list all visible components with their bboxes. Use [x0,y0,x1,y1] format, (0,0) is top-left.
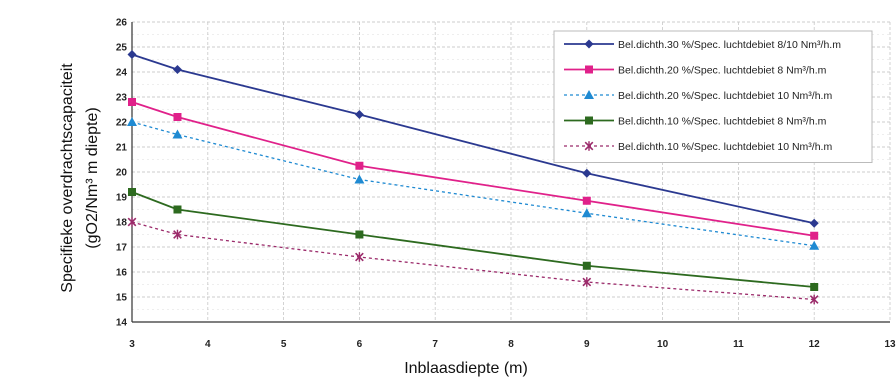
legend-item: Bel.dichth.30 %/Spec. luchtdebiet 8/10 N… [564,39,841,51]
series-3 [127,117,820,250]
data-point [173,229,182,240]
data-point [127,50,137,59]
legend-label: Bel.dichth.20 %/Spec. luchtdebiet 8 Nm³/… [618,65,827,77]
y-axis-label-line-2: (gO2/Nm³ m diepte) [84,107,101,248]
x-tick-label: 8 [508,339,514,350]
y-axis-label-line-1: Specifieke overdrachtscapaciteit [59,63,76,293]
data-point [128,188,136,196]
data-point [809,240,820,250]
legend-box [553,30,873,163]
x-tick-labels: 3 4 5 6 7 8 9 10 11 12 13 [129,339,896,350]
y-tick-label: 20 [116,168,128,179]
data-point [809,294,819,305]
data-point [581,208,592,218]
data-point [809,218,819,228]
data-point [582,261,591,270]
x-tick-label: 5 [281,339,287,350]
legend-item: Bel.dichth.20 %/Spec. luchtdebiet 8 Nm³/… [564,65,827,77]
y-tick-label: 26 [116,18,128,29]
data-point [127,117,137,126]
legend-item: Bel.dichth.10 %/Spec. luchtdebiet 8 Nm³/… [564,116,827,128]
y-tick-label: 18 [116,218,128,229]
legend: Bel.dichth.30 %/Spec. luchtdebiet 8/10 N… [553,30,873,163]
data-point [355,161,364,170]
data-point [355,230,364,239]
data-point [173,113,182,121]
x-tick-label: 11 [733,339,744,350]
legend-swatch-marker [584,141,594,151]
y-tick-label: 14 [116,318,128,329]
data-point [582,196,591,205]
x-tick-label: 6 [357,339,363,350]
data-point [354,174,365,184]
data-point [127,217,137,227]
y-tick-label: 23 [116,93,128,104]
data-point [128,98,136,106]
y-tick-label: 24 [116,68,128,79]
y-tick-label: 22 [116,118,128,129]
legend-swatch-marker [584,90,594,99]
x-axis-label: Inblaasdiepte (m) [404,360,528,377]
data-point [810,283,819,291]
y-tick-label: 15 [116,293,128,304]
y-tick-label: 19 [116,193,128,204]
y-tick-label: 17 [116,243,128,254]
y-tick-label: 25 [116,43,128,54]
axes [131,22,890,323]
data-point [172,65,182,74]
y-tick-label: 21 [116,143,128,154]
data-point [172,129,183,139]
x-tick-label: 13 [884,339,896,350]
x-tick-label: 10 [657,339,669,350]
series-5 [127,217,819,305]
legend-item: Bel.dichth.10 %/Spec. luchtdebiet 10 Nm³… [564,141,832,153]
data-point [582,277,592,287]
data-point [810,231,819,240]
legend-label: Bel.dichth.10 %/Spec. luchtdebiet 10 Nm³… [618,141,832,153]
data-point [582,168,592,178]
y-tick-labels: 14 15 16 17 18 19 20 21 22 23 24 25 26 [116,18,128,329]
legend-label: Bel.dichth.10 %/Spec. luchtdebiet 8 Nm³/… [618,116,827,128]
x-tick-label: 12 [809,339,821,350]
legend-swatch-marker [585,116,593,125]
legend-label: Bel.dichth.30 %/Spec. luchtdebiet 8/10 N… [618,39,841,51]
legend-swatch-marker [585,65,593,74]
x-tick-label: 9 [584,339,590,350]
x-tick-label: 7 [432,339,438,350]
legend-item: Bel.dichth.20 %/Spec. luchtdebiet 10 Nm³… [564,90,832,102]
y-tick-label: 16 [116,268,128,279]
series-2 [128,98,819,240]
series-1 [127,50,819,228]
x-tick-label: 4 [205,339,211,350]
data-point [173,205,182,214]
data-point [354,110,364,119]
x-tick-label: 3 [129,339,135,350]
series-4 [128,188,819,291]
legend-swatch-marker [584,39,594,49]
legend-label: Bel.dichth.20 %/Spec. luchtdebiet 10 Nm³… [618,90,832,102]
data-point [355,252,364,262]
series-layer [127,50,820,305]
